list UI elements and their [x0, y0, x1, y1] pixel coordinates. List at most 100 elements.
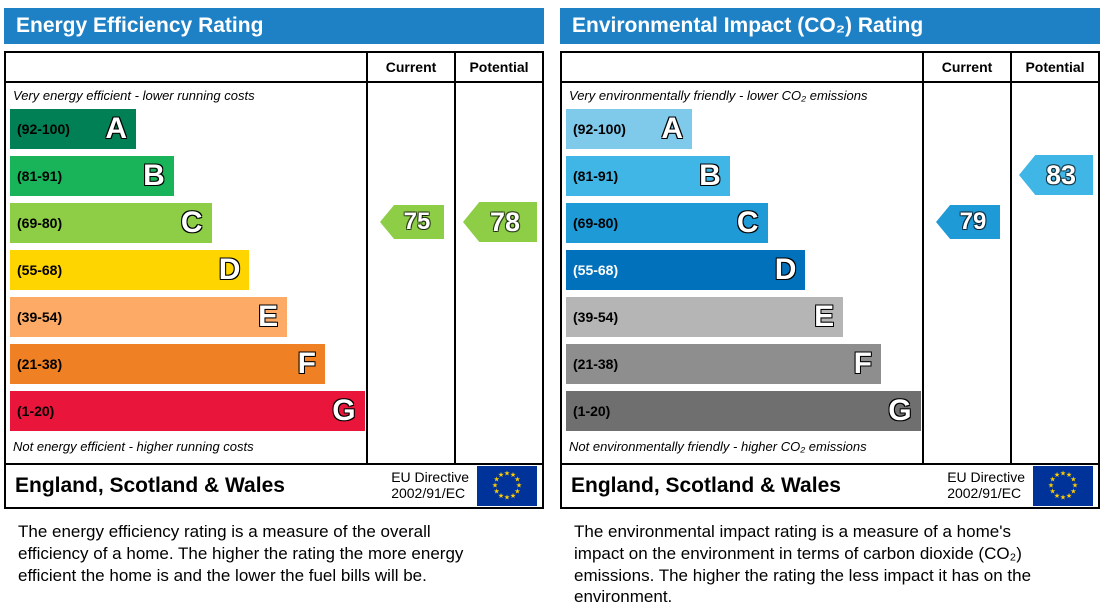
eu-directive-line1: EU Directive — [391, 469, 469, 486]
header-spacer — [562, 53, 922, 83]
band-row-f: (21-38) F — [562, 340, 922, 387]
band-row-g: (1-20) G — [6, 387, 366, 434]
band-bar-b: (81-91) B — [10, 155, 174, 196]
band-range-label: (39-54) — [573, 308, 619, 325]
current-rating-column: 75 — [366, 83, 454, 463]
current-rating-value: 79 — [959, 208, 987, 235]
svg-text:★: ★ — [504, 494, 510, 502]
eu-flag-icon: ★ ★ ★★ ★★ ★★ ★★ ★★ — [477, 466, 537, 506]
band-row-a: (92-100) A — [6, 105, 366, 152]
eu-directive-line1: EU Directive — [947, 469, 1025, 486]
column-header-current: Current — [922, 53, 1010, 83]
header-spacer — [6, 53, 366, 83]
svg-text:★: ★ — [493, 476, 499, 484]
potential-rating-arrow: 78 — [463, 202, 537, 242]
chart-footer: England, Scotland & Wales EU Directive 2… — [562, 463, 1098, 507]
band-row-b: (81-91) B — [562, 152, 922, 199]
region-label: England, Scotland & Wales — [15, 474, 285, 497]
environmental-chart-table: Current Potential Very environmentally f… — [560, 51, 1100, 509]
svg-text:★: ★ — [510, 492, 516, 500]
band-bar-g: (1-20) G — [10, 390, 365, 431]
svg-text:★: ★ — [1049, 476, 1055, 484]
band-range-label: (21-38) — [17, 355, 63, 372]
environmental-chart-description: The environmental impact rating is a mea… — [574, 522, 1032, 607]
top-scale-label: Very environmentally friendly - lower CO… — [569, 88, 868, 103]
current-rating-arrow: 75 — [380, 205, 444, 239]
band-row-e: (39-54) E — [562, 293, 922, 340]
band-range-label: (55-68) — [17, 261, 63, 278]
band-letter: G — [888, 393, 912, 427]
band-range-label: (92-100) — [573, 120, 626, 137]
eu-directive-label: EU Directive 2002/91/EC — [391, 470, 469, 501]
band-row-c: (69-80) C — [562, 199, 922, 246]
svg-text:★: ★ — [1054, 471, 1060, 479]
eu-flag-icon: ★ ★ ★★ ★★ ★★ ★★ ★★ — [1033, 466, 1093, 506]
top-scale-label: Very energy efficient - lower running co… — [13, 88, 255, 103]
band-letter: F — [297, 346, 316, 380]
band-letter: D — [774, 252, 797, 286]
band-letter: E — [258, 299, 279, 333]
current-rating-value: 75 — [403, 208, 431, 235]
potential-rating-arrow: 83 — [1019, 155, 1093, 195]
band-range-label: (69-80) — [17, 214, 63, 231]
eu-directive-line2: 2002/91/EC — [391, 485, 466, 501]
column-header-potential: Potential — [1010, 53, 1098, 83]
band-range-label: (1-20) — [573, 402, 611, 419]
svg-text:★: ★ — [510, 471, 516, 479]
energy-bands: Very energy efficient - lower running co… — [6, 83, 366, 463]
band-letter: D — [218, 252, 241, 286]
potential-rating-column: 78 — [454, 83, 542, 463]
eu-directive-label: EU Directive 2002/91/EC — [947, 470, 1025, 501]
band-bar-c: (69-80) C — [566, 202, 768, 243]
band-bar-a: (92-100) A — [566, 108, 692, 149]
band-bar-g: (1-20) G — [566, 390, 921, 431]
epc-panel-energy: Energy Efficiency Rating Current Potenti… — [4, 8, 544, 608]
potential-rating-value: 78 — [489, 206, 521, 237]
svg-text:★: ★ — [492, 482, 498, 490]
energy-chart-title: Energy Efficiency Rating — [4, 8, 544, 44]
bottom-scale-label: Not energy efficient - higher running co… — [13, 439, 254, 454]
potential-rating-column: 83 — [1010, 83, 1098, 463]
band-row-c: (69-80) C — [6, 199, 366, 246]
band-letter: C — [736, 205, 759, 239]
band-row-g: (1-20) G — [562, 387, 922, 434]
bottom-scale-label: Not environmentally friendly - higher CO… — [569, 439, 867, 454]
band-bar-f: (21-38) F — [10, 343, 325, 384]
current-rating-arrow: 79 — [936, 205, 1000, 239]
chart-footer: England, Scotland & Wales EU Directive 2… — [6, 463, 542, 507]
svg-text:★: ★ — [514, 476, 520, 484]
svg-text:★: ★ — [504, 470, 510, 478]
band-range-label: (92-100) — [17, 120, 70, 137]
current-rating-column: 79 — [922, 83, 1010, 463]
band-bar-d: (55-68) D — [10, 249, 250, 290]
band-letter: E — [814, 299, 835, 333]
band-range-label: (55-68) — [573, 261, 619, 278]
eu-directive-line2: 2002/91/EC — [947, 485, 1022, 501]
band-range-label: (81-91) — [573, 167, 619, 184]
energy-chart-description: The energy efficiency rating is a measur… — [18, 522, 464, 585]
band-row-a: (92-100) A — [562, 105, 922, 152]
svg-text:★: ★ — [514, 488, 520, 496]
band-row-b: (81-91) B — [6, 152, 366, 199]
band-range-label: (39-54) — [17, 308, 63, 325]
band-bar-b: (81-91) B — [566, 155, 730, 196]
band-letter: B — [143, 158, 165, 192]
svg-text:★: ★ — [1049, 488, 1055, 496]
band-bar-d: (55-68) D — [566, 249, 806, 290]
band-bar-e: (39-54) E — [566, 296, 844, 337]
svg-text:★: ★ — [1066, 471, 1072, 479]
band-bar-e: (39-54) E — [10, 296, 288, 337]
band-row-d: (55-68) D — [6, 246, 366, 293]
band-letter: C — [180, 205, 203, 239]
svg-text:★: ★ — [1048, 482, 1054, 490]
svg-text:★: ★ — [498, 492, 504, 500]
band-bar-a: (92-100) A — [10, 108, 136, 149]
band-row-d: (55-68) D — [562, 246, 922, 293]
band-bar-f: (21-38) F — [566, 343, 881, 384]
band-range-label: (69-80) — [573, 214, 619, 231]
band-letter: G — [332, 393, 356, 427]
svg-text:★: ★ — [1054, 492, 1060, 500]
svg-text:★: ★ — [498, 471, 504, 479]
band-letter: A — [105, 111, 127, 145]
column-header-current: Current — [366, 53, 454, 83]
